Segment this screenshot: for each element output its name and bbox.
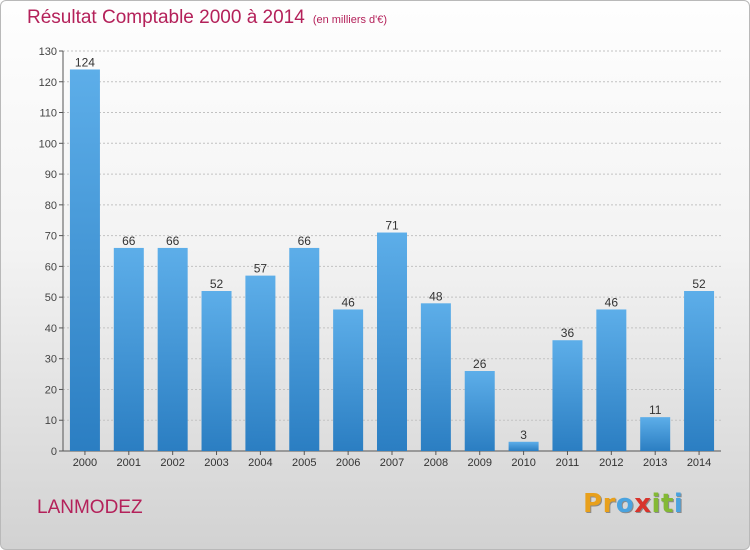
x-tick-label: 2011 bbox=[556, 457, 580, 469]
x-tick-label: 2012 bbox=[599, 457, 623, 469]
bar-2003 bbox=[201, 291, 232, 451]
x-tick-label: 2000 bbox=[73, 457, 97, 469]
bars bbox=[69, 69, 715, 451]
chart-title: Résultat Comptable 2000 à 2014 bbox=[27, 7, 305, 28]
brand-letter: x bbox=[634, 489, 652, 519]
bar-2007 bbox=[377, 232, 407, 451]
x-tick-label: 2002 bbox=[160, 457, 184, 469]
y-tick-label: 20 bbox=[45, 384, 57, 396]
commune-name: LANMODEZ bbox=[37, 497, 143, 518]
y-tick-label: 90 bbox=[45, 169, 57, 181]
x-tick-label: 2004 bbox=[248, 457, 272, 469]
brand-letter: P bbox=[583, 489, 603, 519]
brand-letter: i bbox=[673, 489, 684, 519]
y-tick-label: 60 bbox=[45, 261, 57, 273]
data-label: 124 bbox=[75, 55, 95, 69]
brand-letter: o bbox=[615, 489, 635, 519]
bar-2002 bbox=[157, 247, 188, 451]
y-tick-label: 110 bbox=[39, 108, 57, 120]
data-label: 46 bbox=[341, 295, 355, 309]
brand-logo: Proxiti bbox=[583, 489, 683, 519]
data-label: 66 bbox=[298, 234, 312, 248]
bar-2012 bbox=[596, 309, 627, 451]
bar-2009 bbox=[464, 371, 495, 451]
data-label: 3 bbox=[520, 428, 527, 442]
y-tick-label: 50 bbox=[45, 292, 57, 304]
x-tick-label: 2006 bbox=[336, 457, 360, 469]
bar-2006 bbox=[333, 309, 364, 451]
y-tick-label: 10 bbox=[45, 415, 57, 427]
data-label: 26 bbox=[473, 357, 487, 371]
data-label: 66 bbox=[166, 234, 180, 248]
brand-letter: t bbox=[660, 489, 674, 519]
x-tick-label: 2008 bbox=[424, 457, 448, 469]
x-tick-label: 2009 bbox=[467, 457, 491, 469]
y-tick-label: 40 bbox=[45, 323, 57, 335]
x-tick-label: 2010 bbox=[511, 457, 535, 469]
bar-2011 bbox=[552, 340, 583, 451]
y-tick-label: 80 bbox=[45, 200, 57, 212]
y-tick-label: 100 bbox=[39, 138, 57, 150]
data-label: 52 bbox=[692, 277, 706, 291]
x-tick-label: 2005 bbox=[292, 457, 316, 469]
bar-2005 bbox=[289, 247, 320, 451]
y-tick-label: 0 bbox=[51, 446, 57, 458]
chart-subtitle: (en milliers d'€) bbox=[312, 14, 388, 26]
brand-letter: i bbox=[651, 489, 661, 519]
y-tick-label: 70 bbox=[45, 231, 57, 243]
y-tick-label: 120 bbox=[39, 77, 57, 89]
x-tick-label: 2007 bbox=[380, 457, 404, 469]
x-tick-label: 2003 bbox=[204, 457, 228, 469]
data-label: 11 bbox=[649, 403, 662, 417]
bar-2008 bbox=[420, 303, 451, 451]
bar-2010 bbox=[508, 441, 539, 451]
labels: 0 10 20 30 40 50 60 70 80 90 100 110 120 130 124 2000 66… bbox=[39, 46, 712, 469]
data-label: 46 bbox=[605, 295, 619, 309]
chart-title-block: Résultat Comptable 2000 à 2014 (en millie… bbox=[27, 7, 387, 29]
data-label: 36 bbox=[561, 326, 575, 340]
brand-letter: r bbox=[602, 489, 616, 519]
bar-2014 bbox=[684, 291, 715, 451]
x-tick-label: 2014 bbox=[687, 457, 711, 469]
data-label: 52 bbox=[210, 277, 224, 291]
x-tick-label: 2013 bbox=[643, 457, 667, 469]
data-label: 48 bbox=[429, 289, 443, 303]
bar-2004 bbox=[245, 275, 276, 451]
bar-2001 bbox=[113, 247, 144, 451]
data-label: 71 bbox=[385, 219, 399, 233]
data-label: 66 bbox=[122, 234, 136, 248]
x-tick-label: 2001 bbox=[117, 457, 141, 469]
bar-2000 bbox=[69, 69, 100, 451]
bar-2013 bbox=[640, 417, 671, 451]
data-label: 57 bbox=[254, 262, 268, 276]
y-tick-label: 30 bbox=[45, 354, 57, 366]
y-tick-label: 130 bbox=[39, 46, 57, 58]
